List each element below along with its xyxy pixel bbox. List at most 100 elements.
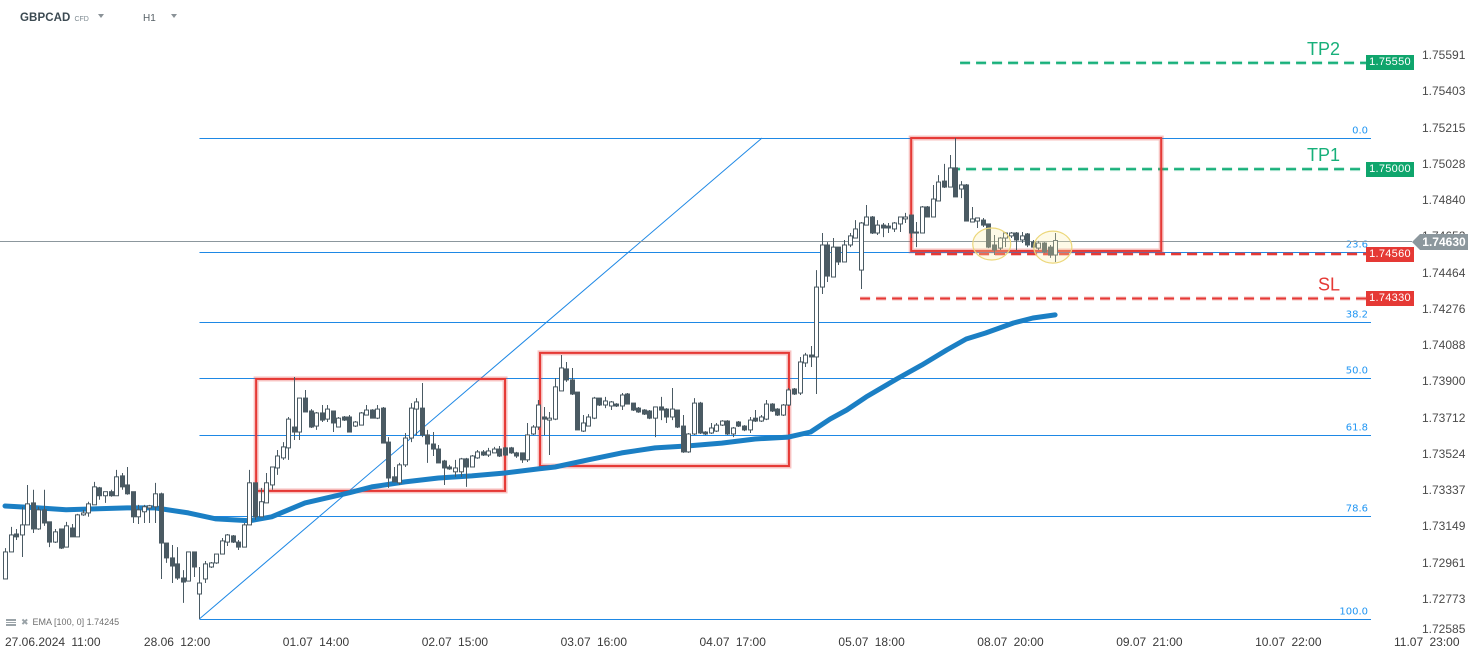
close-icon[interactable]: ✖ [21, 616, 29, 627]
price-axis-label: 1.74464 [1422, 265, 1466, 280]
candle-body-bearish [675, 409, 680, 428]
fibonacci-retracement[interactable]: 0.0 23.6 38.2 50.0 61.8 78.6 100.0 [199, 126, 1371, 620]
time-axis-label: 04.07 17:00 [699, 635, 766, 649]
candle [514, 451, 519, 458]
candle-body-bullish [559, 367, 564, 392]
candle-body-bearish [59, 528, 64, 549]
candle-body-bearish [175, 563, 180, 579]
highlight-ellipse[interactable] [972, 227, 1012, 261]
chevron-down-icon[interactable] [97, 14, 104, 18]
candle [759, 415, 764, 423]
symbol-selector[interactable]: GBPCAD CFD [20, 12, 104, 24]
candle [9, 526, 14, 553]
price-axis-label: 1.74276 [1422, 301, 1466, 316]
fib-level-label: 23.6 [1346, 240, 1368, 251]
zone-border[interactable] [255, 377, 507, 492]
candle [859, 222, 864, 289]
candle-body-bullish [709, 427, 714, 434]
candle [359, 411, 364, 426]
price-tag-tp2: 1.75550 [1366, 55, 1414, 71]
candle [20, 506, 25, 557]
time-axis-label: 27.06.2024 11:00 [5, 635, 101, 649]
candle-body-bullish [453, 467, 458, 473]
candle [64, 521, 69, 548]
candle [581, 415, 586, 433]
candle-body-bullish [875, 224, 880, 234]
candle [736, 421, 741, 428]
candle-body-bullish [859, 222, 864, 271]
candle [81, 509, 86, 516]
candle-body-bearish [253, 482, 258, 518]
candle-body-bearish [564, 368, 569, 381]
candle [1009, 232, 1014, 239]
price-axis-label: 1.74088 [1422, 338, 1466, 353]
candle-body-bearish [642, 409, 647, 415]
candle [636, 406, 641, 413]
candle [420, 383, 425, 438]
ema-line[interactable] [2, 312, 1058, 524]
zone-rectangle-1[interactable] [253, 376, 508, 494]
candle-body-bearish [775, 408, 780, 416]
candle-body-bullish [1036, 242, 1041, 249]
candle-body-bullish [553, 386, 558, 420]
candle-body-bearish [914, 231, 919, 234]
fib-level-label: 61.8 [1346, 423, 1368, 434]
candle [497, 445, 502, 457]
candle-body-bullish [1053, 240, 1058, 256]
candle [425, 429, 430, 463]
candle-body-bullish [81, 512, 86, 516]
candle-body-bullish [264, 482, 269, 504]
candle-body-bullish [959, 184, 964, 190]
time-axis-label: 28.06 12:00 [143, 635, 211, 649]
candle [303, 389, 308, 413]
chevron-down-icon[interactable] [170, 14, 177, 18]
candle-body-bullish [931, 198, 936, 218]
timeframe-label: H1 [143, 13, 156, 24]
candle [631, 402, 636, 412]
candle [597, 397, 602, 406]
candle [709, 422, 714, 434]
candle [297, 397, 302, 440]
zone-rectangle-3[interactable] [908, 135, 1164, 254]
candle-body-bearish [436, 448, 441, 464]
candle [1042, 242, 1047, 254]
time-axis-label: 02.07 15:00 [421, 635, 489, 649]
candle-body-bearish [636, 407, 641, 413]
candle [286, 416, 291, 460]
candle [281, 442, 286, 460]
candle-body-bullish [892, 222, 897, 230]
candle [3, 548, 8, 580]
candle [564, 361, 569, 382]
candle-body-bullish [247, 482, 252, 526]
candle-body-bullish [225, 534, 230, 543]
time-axis-label: 03.07 16:00 [560, 635, 627, 649]
candle-body-bullish [1009, 232, 1014, 237]
candle [820, 233, 825, 295]
candle [197, 566, 202, 619]
candle [931, 184, 936, 218]
candle [136, 504, 141, 524]
candle-body-bearish [809, 354, 814, 358]
timeframe-selector[interactable]: H1 [143, 13, 177, 24]
candle-body-bullish [375, 408, 380, 419]
candle-body-bullish [998, 237, 1003, 249]
candle-body-bearish [520, 452, 525, 461]
candle-body-bullish [75, 514, 80, 538]
candle-body-bearish [131, 491, 136, 518]
candle [892, 222, 897, 233]
indicator-settings-icon[interactable] [6, 618, 16, 626]
zone-border[interactable] [910, 137, 1163, 252]
candle-body-bullish [731, 427, 736, 435]
candle-body-bullish [759, 416, 764, 422]
candle-body-bullish [114, 476, 119, 497]
candle [86, 501, 91, 517]
candle-body-bullish [936, 181, 941, 202]
price-axis-label: 1.75215 [1422, 120, 1466, 135]
candle-body-bearish [942, 180, 947, 188]
chart-header: GBPCAD CFD H1 [0, 0, 400, 36]
candle-body-bullish [842, 244, 847, 263]
candle [181, 570, 186, 603]
candle [570, 367, 575, 395]
highlight-ellipse[interactable] [1033, 230, 1073, 264]
